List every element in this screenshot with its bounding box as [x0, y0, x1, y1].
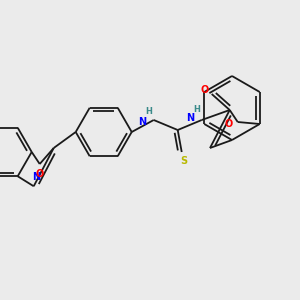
- Text: H: H: [145, 107, 152, 116]
- Text: O: O: [225, 119, 233, 129]
- Text: N: N: [32, 172, 40, 182]
- Text: N: N: [186, 113, 194, 123]
- Text: O: O: [36, 169, 44, 179]
- Text: H: H: [193, 106, 200, 115]
- Text: N: N: [138, 117, 146, 127]
- Text: O: O: [201, 85, 209, 95]
- Text: S: S: [180, 156, 187, 166]
